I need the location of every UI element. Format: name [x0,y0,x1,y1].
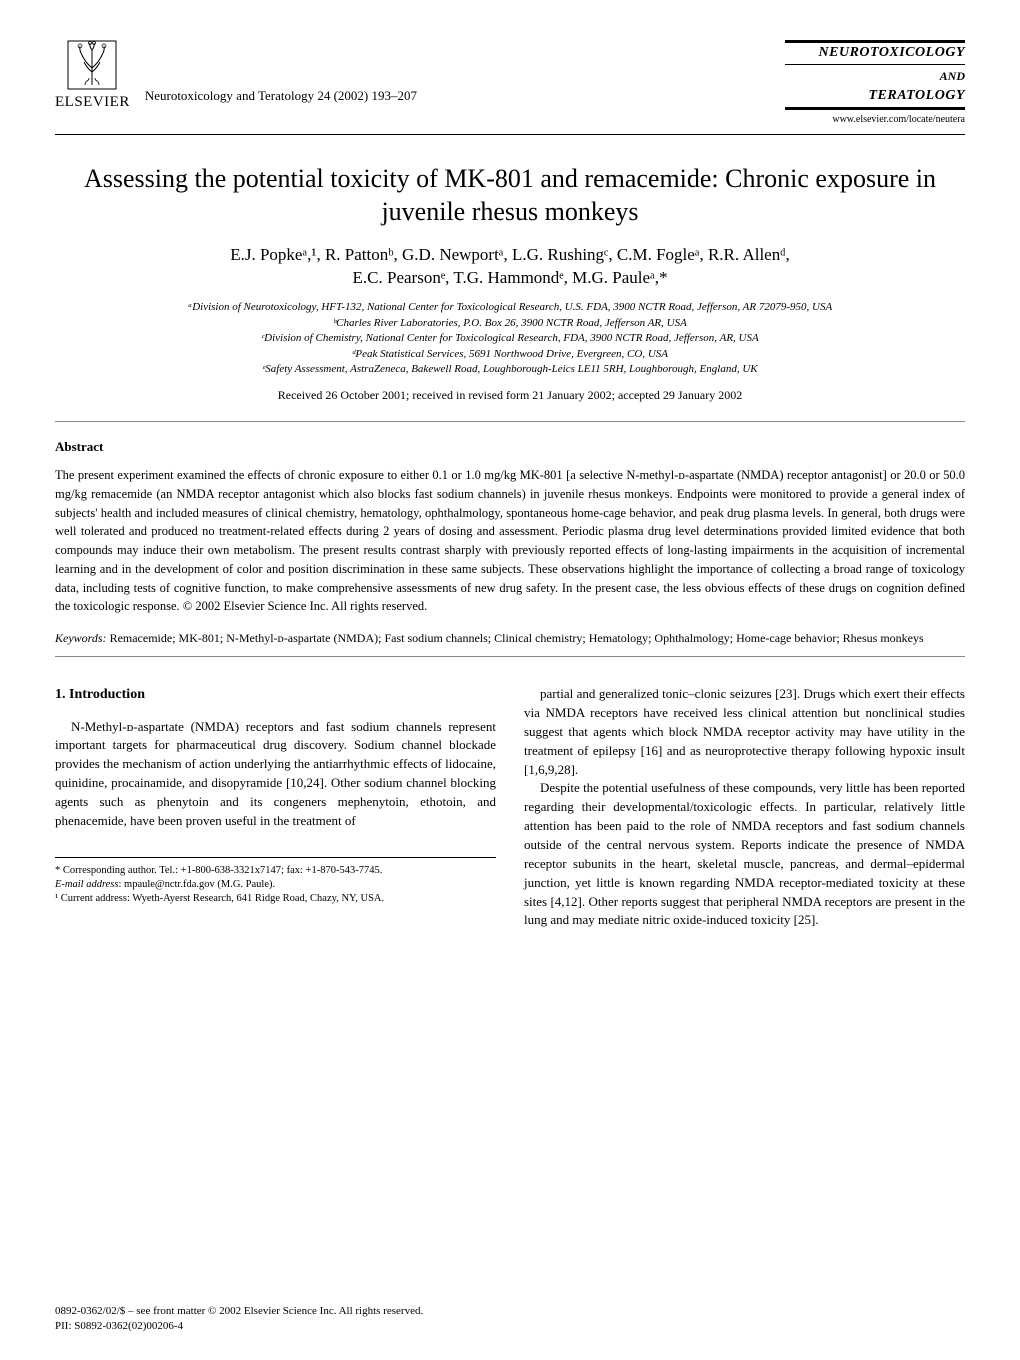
affiliation-a: ᵃDivision of Neurotoxicology, HFT-132, N… [55,300,965,315]
received-dates: Received 26 October 2001; received in re… [55,387,965,403]
left-column: 1. Introduction N-Methyl-ᴅ-aspartate (NM… [55,685,496,930]
body-columns: 1. Introduction N-Methyl-ᴅ-aspartate (NM… [55,685,965,930]
corresponding-author: * Corresponding author. Tel.: +1-800-638… [55,864,496,878]
abstract-body: The present experiment examined the effe… [55,466,965,616]
current-address: ¹ Current address: Wyeth-Ayerst Research… [55,892,496,906]
abstract-heading: Abstract [55,438,965,456]
article-title: Assessing the potential toxicity of MK-8… [55,163,965,228]
journal-name-line1: NEUROTOXICOLOGY [785,40,965,65]
journal-name-and: AND [785,68,965,84]
journal-name-line2: TERATOLOGY [785,87,965,110]
keywords-text: Remacemide; MK-801; N-Methyl-ᴅ-aspartate… [107,631,924,645]
email-label: E-mail address [55,879,118,890]
page-footer: 0892-0362/02/$ – see front matter © 2002… [55,1304,423,1334]
abstract-top-rule [55,421,965,422]
authors-line1: E.J. Popkeᵃ,¹, R. Pattonᵇ, G.D. Newportᵃ… [230,245,790,264]
left-header: ELSEVIER Neurotoxicology and Teratology … [55,40,417,112]
right-header: NEUROTOXICOLOGY AND TERATOLOGY www.elsev… [785,40,965,126]
header-rule [55,134,965,135]
intro-paragraph-1: N-Methyl-ᴅ-aspartate (NMDA) receptors an… [55,718,496,831]
pii-line: PII: S0892-0362(02)00206-4 [55,1319,423,1334]
authors-line2: E.C. Pearsonᵉ, T.G. Hammondᵉ, M.G. Paule… [353,268,668,287]
authors: E.J. Popkeᵃ,¹, R. Pattonᵇ, G.D. Newportᵃ… [55,244,965,290]
elsevier-tree-icon [67,40,117,90]
affiliations: ᵃDivision of Neurotoxicology, HFT-132, N… [55,300,965,377]
affiliation-c: ᶜDivision of Chemistry, National Center … [55,331,965,346]
intro-paragraph-2: partial and generalized tonic–clonic sei… [524,685,965,779]
affiliation-b: ᵇCharles River Laboratories, P.O. Box 26… [55,316,965,331]
email-value: : mpaule@nctr.fda.gov (M.G. Paule). [118,879,275,890]
keywords-label: Keywords: [55,631,107,645]
abstract-bottom-rule [55,656,965,657]
page-header: ELSEVIER Neurotoxicology and Teratology … [55,40,965,126]
journal-citation: Neurotoxicology and Teratology 24 (2002)… [145,87,417,105]
footnotes: * Corresponding author. Tel.: +1-800-638… [55,857,496,907]
intro-paragraph-3: Despite the potential usefulness of thes… [524,779,965,930]
affiliation-d: ᵈPeak Statistical Services, 5691 Northwo… [55,347,965,362]
publisher-name: ELSEVIER [55,92,130,112]
copyright-line: 0892-0362/02/$ – see front matter © 2002… [55,1304,423,1319]
right-column: partial and generalized tonic–clonic sei… [524,685,965,930]
email-line: E-mail address: mpaule@nctr.fda.gov (M.G… [55,878,496,892]
introduction-heading: 1. Introduction [55,685,496,705]
publisher-logo: ELSEVIER [55,40,130,112]
keywords: Keywords: Remacemide; MK-801; N-Methyl-ᴅ… [55,630,965,646]
journal-url: www.elsevier.com/locate/neutera [785,113,965,127]
affiliation-e: ᵉSafety Assessment, AstraZeneca, Bakewel… [55,362,965,377]
